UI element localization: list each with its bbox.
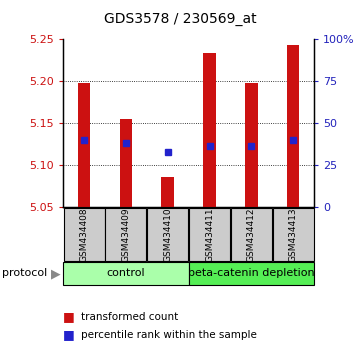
Text: GSM434411: GSM434411 <box>205 207 214 262</box>
Bar <box>119 119 132 207</box>
Bar <box>188 262 314 285</box>
Text: GSM434410: GSM434410 <box>163 207 172 262</box>
Bar <box>78 84 90 207</box>
Text: GSM434413: GSM434413 <box>289 207 298 262</box>
Text: ▶: ▶ <box>51 267 61 280</box>
Bar <box>203 53 216 207</box>
Text: GSM434409: GSM434409 <box>121 207 130 262</box>
Bar <box>161 177 174 207</box>
Bar <box>231 208 272 261</box>
Text: GSM434408: GSM434408 <box>79 207 88 262</box>
Text: control: control <box>106 268 145 279</box>
Text: beta-catenin depletion: beta-catenin depletion <box>188 268 315 279</box>
Text: ■: ■ <box>63 310 75 323</box>
Bar <box>273 208 314 261</box>
Text: GDS3578 / 230569_at: GDS3578 / 230569_at <box>104 12 257 27</box>
Text: percentile rank within the sample: percentile rank within the sample <box>81 330 257 339</box>
Bar <box>287 45 299 207</box>
Bar <box>189 208 230 261</box>
Bar <box>64 208 105 261</box>
Bar <box>147 208 188 261</box>
Text: transformed count: transformed count <box>81 312 178 322</box>
Text: protocol: protocol <box>2 268 47 279</box>
Bar <box>245 84 258 207</box>
Bar <box>105 208 147 261</box>
Bar <box>63 262 188 285</box>
Text: ■: ■ <box>63 328 75 341</box>
Text: GSM434412: GSM434412 <box>247 207 256 262</box>
